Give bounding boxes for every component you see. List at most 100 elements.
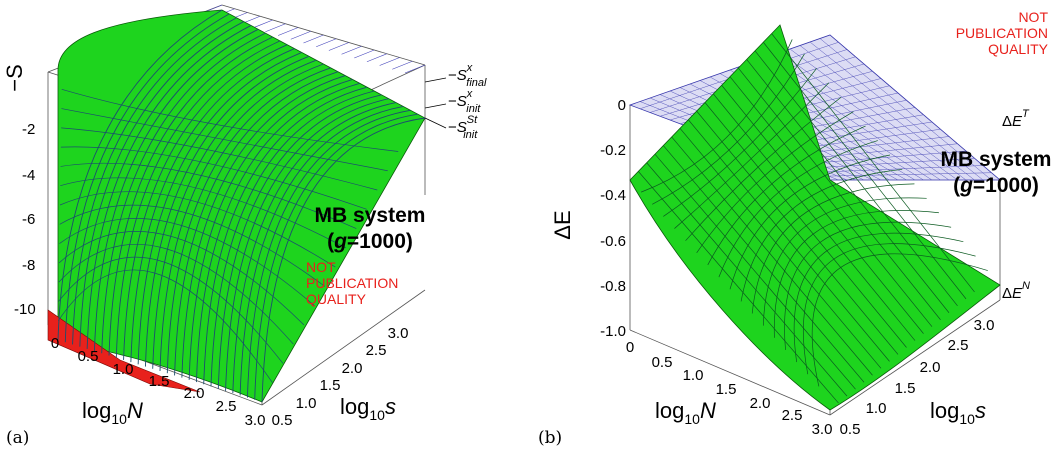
y-tick: 2.0 xyxy=(920,359,941,376)
surface-grid-line xyxy=(64,13,230,343)
surface-grid-line xyxy=(59,191,336,268)
z-tick: -0.8 xyxy=(600,278,626,295)
panel-a: -2 -4 -6 -8 -10 −S 0 0.5 1.0 1.5 2.0 2.5… xyxy=(2,4,487,448)
y-tick: 2.5 xyxy=(948,337,969,354)
surface-grid-line xyxy=(663,145,865,383)
surface-grid-line xyxy=(738,67,941,320)
x-tick: 3.0 xyxy=(812,421,833,438)
surface-grid-line xyxy=(123,44,288,360)
panel-b-z-axis-label: ΔE xyxy=(550,210,575,239)
surface-grid-line xyxy=(58,231,305,326)
x-tick: 1.5 xyxy=(716,381,737,398)
mesh-line xyxy=(290,30,311,40)
panel-b: 0 -0.2 -0.4 -0.6 -0.8 -1.0 ΔE 0 0.5 1.0 … xyxy=(538,9,1051,448)
z-tick: -0.2 xyxy=(600,142,626,159)
surface-grid-line xyxy=(654,153,856,390)
surface-grid-line xyxy=(59,218,315,306)
surface-grid-line xyxy=(729,76,933,327)
z-tick: -8 xyxy=(22,257,35,274)
surface-grid-line xyxy=(239,105,404,396)
surface-grid-line xyxy=(61,127,378,191)
x-tick: 0.5 xyxy=(78,348,99,365)
mesh-line xyxy=(799,158,975,169)
z-tick: -10 xyxy=(14,301,36,318)
y-tick: 2.0 xyxy=(342,360,363,377)
surface-grid-line xyxy=(101,32,266,354)
y-tick: 3.0 xyxy=(974,317,995,334)
mesh-line xyxy=(379,57,400,66)
x-tick: 0.5 xyxy=(652,354,673,371)
z-tick: -0.4 xyxy=(600,187,626,204)
surface-grid-line xyxy=(746,59,950,313)
surface-grid-line xyxy=(740,169,903,302)
mesh-line xyxy=(303,34,324,44)
z-tick: -1.0 xyxy=(600,323,626,340)
mesh-line xyxy=(366,53,388,63)
surface-grid-line xyxy=(58,243,294,345)
y-tick: 1.0 xyxy=(296,395,317,412)
surface-grid-line xyxy=(232,102,397,394)
surface-grid-line xyxy=(751,183,915,314)
surface-grid-line xyxy=(721,85,924,334)
surface-grid-line xyxy=(79,21,244,347)
mesh-line xyxy=(809,41,984,181)
panel-a-y-axis-label: log10s xyxy=(340,394,396,423)
surface-grid-line xyxy=(60,162,357,229)
panel-b-system-param: (g=1000) xyxy=(953,174,1039,197)
watermark-line: NOT xyxy=(306,259,336,275)
mesh-line xyxy=(252,19,273,29)
surface-grid-line xyxy=(115,40,281,358)
mesh-line xyxy=(809,165,984,173)
panel-a-watermark: NOT PUBLICATION QUALITY xyxy=(306,259,398,307)
surface-grid-line xyxy=(762,197,927,326)
mesh-line xyxy=(392,60,413,70)
surface-grid-line xyxy=(174,71,339,376)
surface-grid-line xyxy=(203,86,368,385)
mesh-line xyxy=(779,52,958,181)
label-s-final: −Sx final xyxy=(448,62,487,89)
mesh-line xyxy=(341,45,362,55)
panel-a-red-sliver xyxy=(47,309,201,393)
x-tick: 2.5 xyxy=(782,407,803,424)
surface-grid-line xyxy=(246,109,411,398)
watermark-line: QUALITY xyxy=(306,291,367,307)
mesh-line xyxy=(316,38,337,48)
x-tick: 2.0 xyxy=(184,385,205,402)
surface-grid-line xyxy=(86,25,252,349)
panel-a-x-axis-label: log10N xyxy=(82,398,143,427)
panel-b-system-title: MB system xyxy=(941,148,1052,171)
label-delta-e-n: ΔEN xyxy=(1002,280,1030,302)
surface-grid-line xyxy=(688,119,890,362)
panel-a-surface-labels: −Sx final −Sx init −SSt init xyxy=(424,62,487,141)
surface-grid-line xyxy=(61,108,388,172)
surface-grid-line xyxy=(159,63,324,372)
x-tick: 0 xyxy=(51,335,59,352)
surface-grid-line xyxy=(195,82,360,383)
surface-grid-line xyxy=(793,232,964,363)
x-tick: 2.0 xyxy=(750,395,771,412)
y-tick: 0.5 xyxy=(840,421,861,438)
mesh-line xyxy=(328,42,349,51)
watermark-line: PUBLICATION xyxy=(306,275,398,291)
surface-grid-line xyxy=(57,269,273,383)
surface-grid-line xyxy=(61,88,399,152)
surface-grid-line xyxy=(166,67,331,374)
y-tick: 2.5 xyxy=(366,342,387,359)
watermark-line: NOT xyxy=(1018,9,1048,25)
z-tick: -4 xyxy=(22,167,35,184)
y-tick: 1.5 xyxy=(320,377,341,394)
surface-grid-line xyxy=(671,136,873,376)
z-tick: -0.6 xyxy=(600,233,626,250)
y-tick: 0.5 xyxy=(272,412,293,429)
mesh-line xyxy=(278,27,299,36)
mesh-line xyxy=(819,172,992,177)
surface-grid-line xyxy=(93,28,259,352)
panel-a-blue-mesh xyxy=(201,4,426,74)
mesh-line xyxy=(799,45,975,181)
surface-grid-line xyxy=(674,82,830,229)
panel-a-x-ticks: 0 0.5 1.0 1.5 2.0 2.5 3.0 xyxy=(51,335,266,429)
surface-grid-line xyxy=(261,117,426,403)
panel-b-x-ticks: 0 0.5 1.0 1.5 2.0 2.5 3.0 xyxy=(626,339,833,438)
panel-b-y-axis-label: log10s xyxy=(930,398,986,427)
surface-grid-line xyxy=(774,210,939,338)
